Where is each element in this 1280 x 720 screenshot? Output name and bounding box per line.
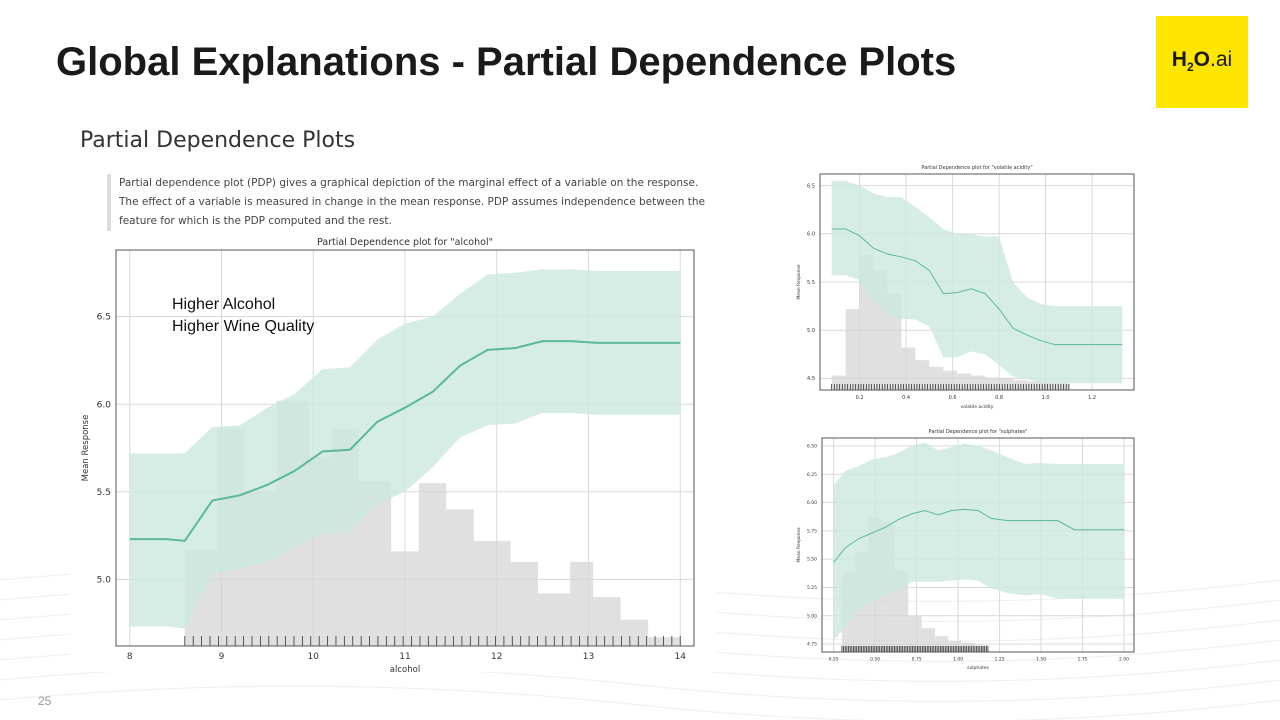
- y-tick-label: 6.00: [807, 500, 817, 506]
- x-tick-label: 11: [399, 652, 410, 662]
- mean-response-line: [129, 340, 681, 542]
- y-tick-label: 5.0: [97, 576, 112, 586]
- histogram-bar: [971, 375, 986, 390]
- y-tick-label: 6.0: [807, 232, 815, 238]
- y-tick-label: 5.75: [807, 528, 817, 534]
- x-tick-label: 0.75: [912, 657, 922, 663]
- histogram-bar: [908, 615, 922, 652]
- x-tick-label: 1.2: [1088, 395, 1096, 401]
- section-heading: Partial Dependence Plots: [80, 128, 356, 153]
- histogram-bar: [1054, 383, 1069, 390]
- histogram-bar: [934, 636, 949, 652]
- y-tick-label: 6.25: [807, 472, 817, 478]
- x-tick-label: 1.50: [1036, 657, 1046, 663]
- x-tick-label: 1.00: [953, 657, 963, 663]
- y-tick-label: 5.00: [807, 613, 817, 619]
- x-tick-label: 13: [583, 652, 594, 662]
- histogram-bar: [473, 540, 511, 646]
- plot-frame: [115, 249, 695, 647]
- annotation-callout: Higher Alcohol Higher Wine Quality: [172, 294, 314, 338]
- y-axis-label: Mean Response: [81, 415, 91, 482]
- x-tick-label: 12: [491, 652, 502, 662]
- y-tick-label: 5.0: [807, 328, 815, 334]
- y-tick-label: 6.50: [807, 444, 817, 450]
- x-tick-label: 9: [219, 652, 225, 662]
- plot-frame: [821, 437, 1135, 653]
- h2o-logo: H2O.ai: [1156, 16, 1248, 108]
- y-tick-label: 6.5: [97, 313, 111, 323]
- histogram-bar: [418, 483, 447, 646]
- x-tick-label: 0.25: [829, 657, 839, 663]
- y-tick-label: 5.5: [807, 280, 815, 286]
- confidence-band: [129, 269, 681, 629]
- x-tick-label: 1.75: [1078, 657, 1088, 663]
- x-axis-label: alcohol: [390, 665, 420, 675]
- x-tick-label: 2.00: [1119, 657, 1129, 663]
- chart-title: Partial Dependence plot for "alcohol": [317, 237, 493, 248]
- histogram-bar: [593, 596, 621, 646]
- histogram-bar: [921, 628, 935, 652]
- x-axis-label: sulphates: [967, 665, 989, 671]
- chart-title: Partial Dependence plot for "volatile ac…: [921, 165, 1032, 171]
- histogram-bar: [901, 347, 916, 390]
- histogram-bar: [1013, 380, 1028, 390]
- y-tick-label: 5.25: [807, 585, 817, 591]
- page-number: 25: [38, 694, 52, 708]
- histogram-bar: [648, 637, 681, 646]
- histogram-bar: [915, 360, 930, 390]
- x-tick-label: 0.2: [856, 395, 864, 401]
- x-tick-label: 0.50: [870, 657, 880, 663]
- pdp-description: Partial dependence plot (PDP) gives a gr…: [107, 174, 719, 231]
- annotation-line-2: Higher Wine Quality: [172, 318, 315, 335]
- y-tick-label: 6.0: [97, 400, 112, 410]
- chart-title: Partial Dependence plot for "sulphates": [929, 429, 1028, 435]
- y-axis-label: Mean Response: [796, 527, 802, 563]
- x-tick-label: 8: [127, 652, 133, 662]
- histogram-bar: [620, 619, 649, 646]
- x-tick-label: 14: [675, 652, 687, 662]
- annotation-line-1: Higher Alcohol: [172, 296, 276, 313]
- histogram-bar: [570, 561, 594, 646]
- y-tick-label: 5.50: [807, 557, 817, 563]
- logo-text: H2O.ai: [1171, 48, 1233, 75]
- histogram-bar: [887, 293, 902, 390]
- histogram-bar: [895, 570, 909, 652]
- y-tick-label: 4.5: [807, 376, 815, 382]
- histogram-bar: [510, 561, 539, 646]
- y-tick-label: 5.5: [97, 488, 111, 498]
- x-tick-label: 0.6: [949, 395, 957, 401]
- x-tick-label: 10: [308, 652, 320, 662]
- x-tick-label: 0.8: [995, 395, 1003, 401]
- x-tick-label: 1.25: [995, 657, 1005, 663]
- histogram-bar: [999, 378, 1014, 390]
- x-axis-label: volatile acidity: [961, 404, 994, 410]
- confidence-band: [831, 180, 1123, 384]
- y-tick-label: 6.5: [807, 183, 815, 189]
- histogram-bar: [446, 509, 474, 646]
- histogram-bar: [943, 370, 958, 390]
- mean-response-line: [831, 228, 1123, 346]
- confidence-band: [833, 442, 1125, 641]
- slide-title: Global Explanations - Partial Dependence…: [56, 40, 957, 84]
- x-tick-label: 1.0: [1042, 395, 1050, 401]
- y-axis-label: Mean Response: [796, 264, 802, 300]
- histogram-bar: [845, 309, 860, 390]
- mean-response-line: [833, 508, 1125, 563]
- histogram-bar: [391, 551, 419, 646]
- plot-frame: [819, 173, 1135, 391]
- y-tick-label: 4.75: [807, 642, 817, 648]
- x-tick-label: 0.4: [902, 395, 910, 401]
